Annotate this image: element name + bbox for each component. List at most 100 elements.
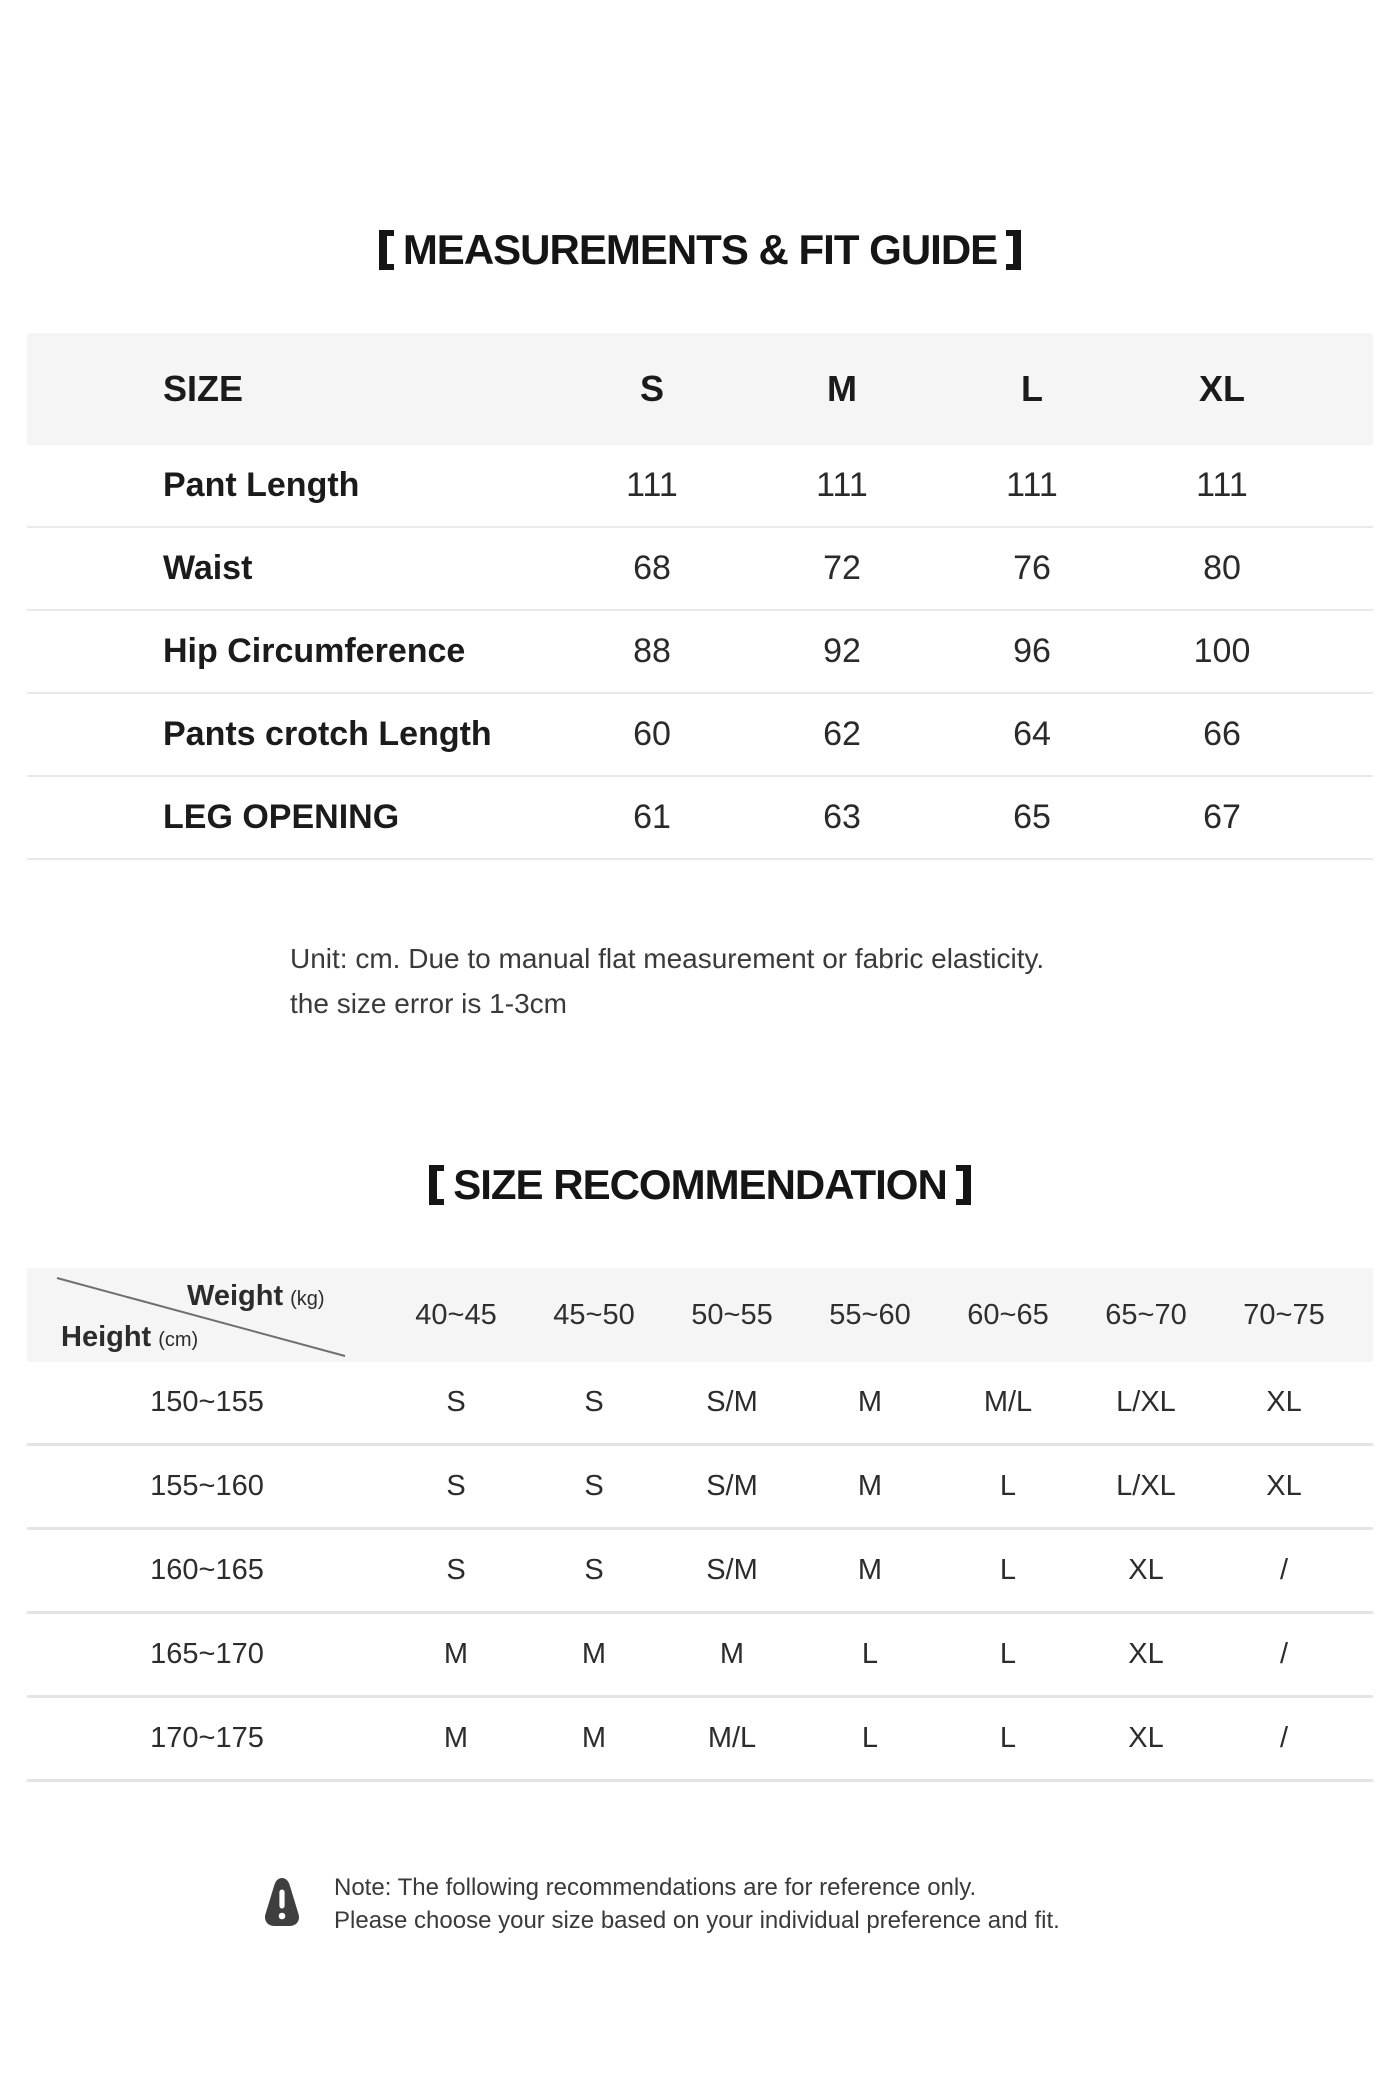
recommendation-row: 150~155 S S S/M M M/L L/XL XL <box>27 1362 1373 1446</box>
recommendation-title-text: SIZE RECOMMENDATION <box>453 1161 948 1208</box>
footer-note-line2: Please choose your size based on your in… <box>334 1907 1060 1934</box>
height-range: 150~155 <box>150 1386 264 1418</box>
height-range: 160~165 <box>150 1554 264 1586</box>
size-cell: XL <box>1128 1638 1164 1670</box>
value-s: 60 <box>633 715 671 753</box>
size-cell: S <box>584 1470 604 1502</box>
value-l: 111 <box>1006 466 1058 504</box>
size-cell: M <box>443 1638 469 1670</box>
size-cell: M <box>581 1638 607 1670</box>
size-cell: L <box>999 1554 1017 1586</box>
value-l: 96 <box>1013 632 1051 670</box>
size-cell: L/XL <box>1116 1470 1176 1502</box>
recommendation-title: SIZE RECOMMENDATION <box>0 1161 1400 1209</box>
measurement-row-waist: Waist 68 72 76 80 <box>27 528 1373 611</box>
measurements-title-text: MEASUREMENTS & FIT GUIDE <box>402 226 998 273</box>
weight-axis-label: Weight (kg) <box>187 1280 325 1313</box>
size-cell: S/M <box>706 1470 758 1502</box>
size-l-header: L <box>1021 368 1043 409</box>
weight-column-header: 45~50 <box>553 1298 635 1331</box>
size-cell: L <box>861 1638 879 1670</box>
size-cell: S <box>446 1470 466 1502</box>
recommendation-row: 165~170 M M M L L XL / <box>27 1614 1373 1698</box>
value-s: 61 <box>633 798 671 836</box>
size-cell: M <box>443 1722 469 1754</box>
size-cell: XL <box>1128 1722 1164 1754</box>
size-cell: M <box>857 1554 883 1586</box>
value-xl: 66 <box>1203 715 1241 753</box>
size-cell: M/L <box>983 1386 1033 1418</box>
size-recommendation-table: Weight (kg) Height (cm) 40~45 45~50 50~5… <box>27 1268 1373 1782</box>
size-column-header: SIZE <box>163 368 244 409</box>
left-bracket-decoration <box>429 1165 445 1205</box>
size-cell: S <box>584 1554 604 1586</box>
size-cell: M <box>857 1470 883 1502</box>
size-cell: M <box>719 1638 745 1670</box>
recommendation-row: 160~165 S S S/M M L XL / <box>27 1530 1373 1614</box>
unit-note-line1: Unit: cm. Due to manual flat measurement… <box>290 943 1045 974</box>
size-cell: L <box>999 1722 1017 1754</box>
value-m: 111 <box>816 466 868 504</box>
size-cell: L <box>999 1638 1017 1670</box>
size-s-header: S <box>639 368 664 409</box>
measurements-table: SIZE S M L XL Pant Length 111 111 111 11… <box>27 333 1373 860</box>
size-cell: / <box>1279 1638 1289 1670</box>
size-cell: S/M <box>706 1554 758 1586</box>
height-range: 155~160 <box>150 1470 264 1502</box>
row-label: LEG OPENING <box>163 798 400 836</box>
value-xl: 67 <box>1203 798 1241 836</box>
footer-note-text: Note: The following recommendations are … <box>334 1871 1060 1937</box>
value-xl: 111 <box>1196 466 1248 504</box>
size-cell: M <box>857 1386 883 1418</box>
size-cell: / <box>1279 1554 1289 1586</box>
size-xl-header: XL <box>1198 368 1245 409</box>
measurement-row-hip: Hip Circumference 88 92 96 100 <box>27 611 1373 694</box>
recommendation-row: 170~175 M M M/L L L XL / <box>27 1698 1373 1782</box>
warning-icon <box>264 1878 300 1926</box>
value-l: 76 <box>1013 549 1051 587</box>
size-cell: M/L <box>707 1722 757 1754</box>
recommendation-row: 155~160 S S S/M M L L/XL XL <box>27 1446 1373 1530</box>
size-cell: XL <box>1266 1470 1302 1502</box>
measurement-row-leg-opening: LEG OPENING 61 63 65 67 <box>27 777 1373 860</box>
size-cell: S <box>446 1386 466 1418</box>
size-cell: S/M <box>706 1386 758 1418</box>
size-cell: XL <box>1128 1554 1164 1586</box>
unit-note-line2: the size error is 1-3cm <box>290 988 567 1019</box>
weight-column-header: 40~45 <box>415 1298 497 1331</box>
value-xl: 80 <box>1203 549 1241 587</box>
value-l: 65 <box>1013 798 1051 836</box>
recommendation-header-row: Weight (kg) Height (cm) 40~45 45~50 50~5… <box>27 1268 1373 1362</box>
footer-note-line1: Note: The following recommendations are … <box>334 1874 977 1901</box>
weight-column-header: 50~55 <box>691 1298 773 1331</box>
height-range: 165~170 <box>150 1638 264 1670</box>
footer-note: Note: The following recommendations are … <box>264 1871 1060 1937</box>
value-m: 92 <box>823 632 861 670</box>
unit-note: Unit: cm. Due to manual flat measurement… <box>290 936 1044 1026</box>
right-bracket-decoration <box>1006 230 1022 270</box>
size-cell: M <box>581 1722 607 1754</box>
row-label: Hip Circumference <box>163 632 466 670</box>
row-label: Pants crotch Length <box>163 715 492 753</box>
value-m: 72 <box>823 549 861 587</box>
measurements-header-row: SIZE S M L XL <box>27 333 1373 445</box>
weight-column-header: 65~70 <box>1105 1298 1187 1331</box>
row-label: Pant Length <box>163 466 360 504</box>
value-m: 63 <box>823 798 861 836</box>
height-axis-label: Height (cm) <box>61 1321 198 1354</box>
size-cell: S <box>446 1554 466 1586</box>
weight-column-header: 55~60 <box>829 1298 911 1331</box>
measurement-row-pant-length: Pant Length 111 111 111 111 <box>27 445 1373 528</box>
size-cell: / <box>1279 1722 1289 1754</box>
value-s: 111 <box>626 466 678 504</box>
weight-label: Weight <box>187 1280 284 1312</box>
size-cell: L <box>861 1722 879 1754</box>
size-cell: L/XL <box>1116 1386 1176 1418</box>
weight-unit: (kg) <box>290 1288 325 1310</box>
weight-column-header: 60~65 <box>967 1298 1049 1331</box>
value-m: 62 <box>823 715 861 753</box>
diagonal-divider-line <box>56 1277 346 1357</box>
value-s: 68 <box>633 549 671 587</box>
height-weight-corner-cell: Weight (kg) Height (cm) <box>27 1268 387 1362</box>
measurements-title: MEASUREMENTS & FIT GUIDE <box>0 226 1400 274</box>
